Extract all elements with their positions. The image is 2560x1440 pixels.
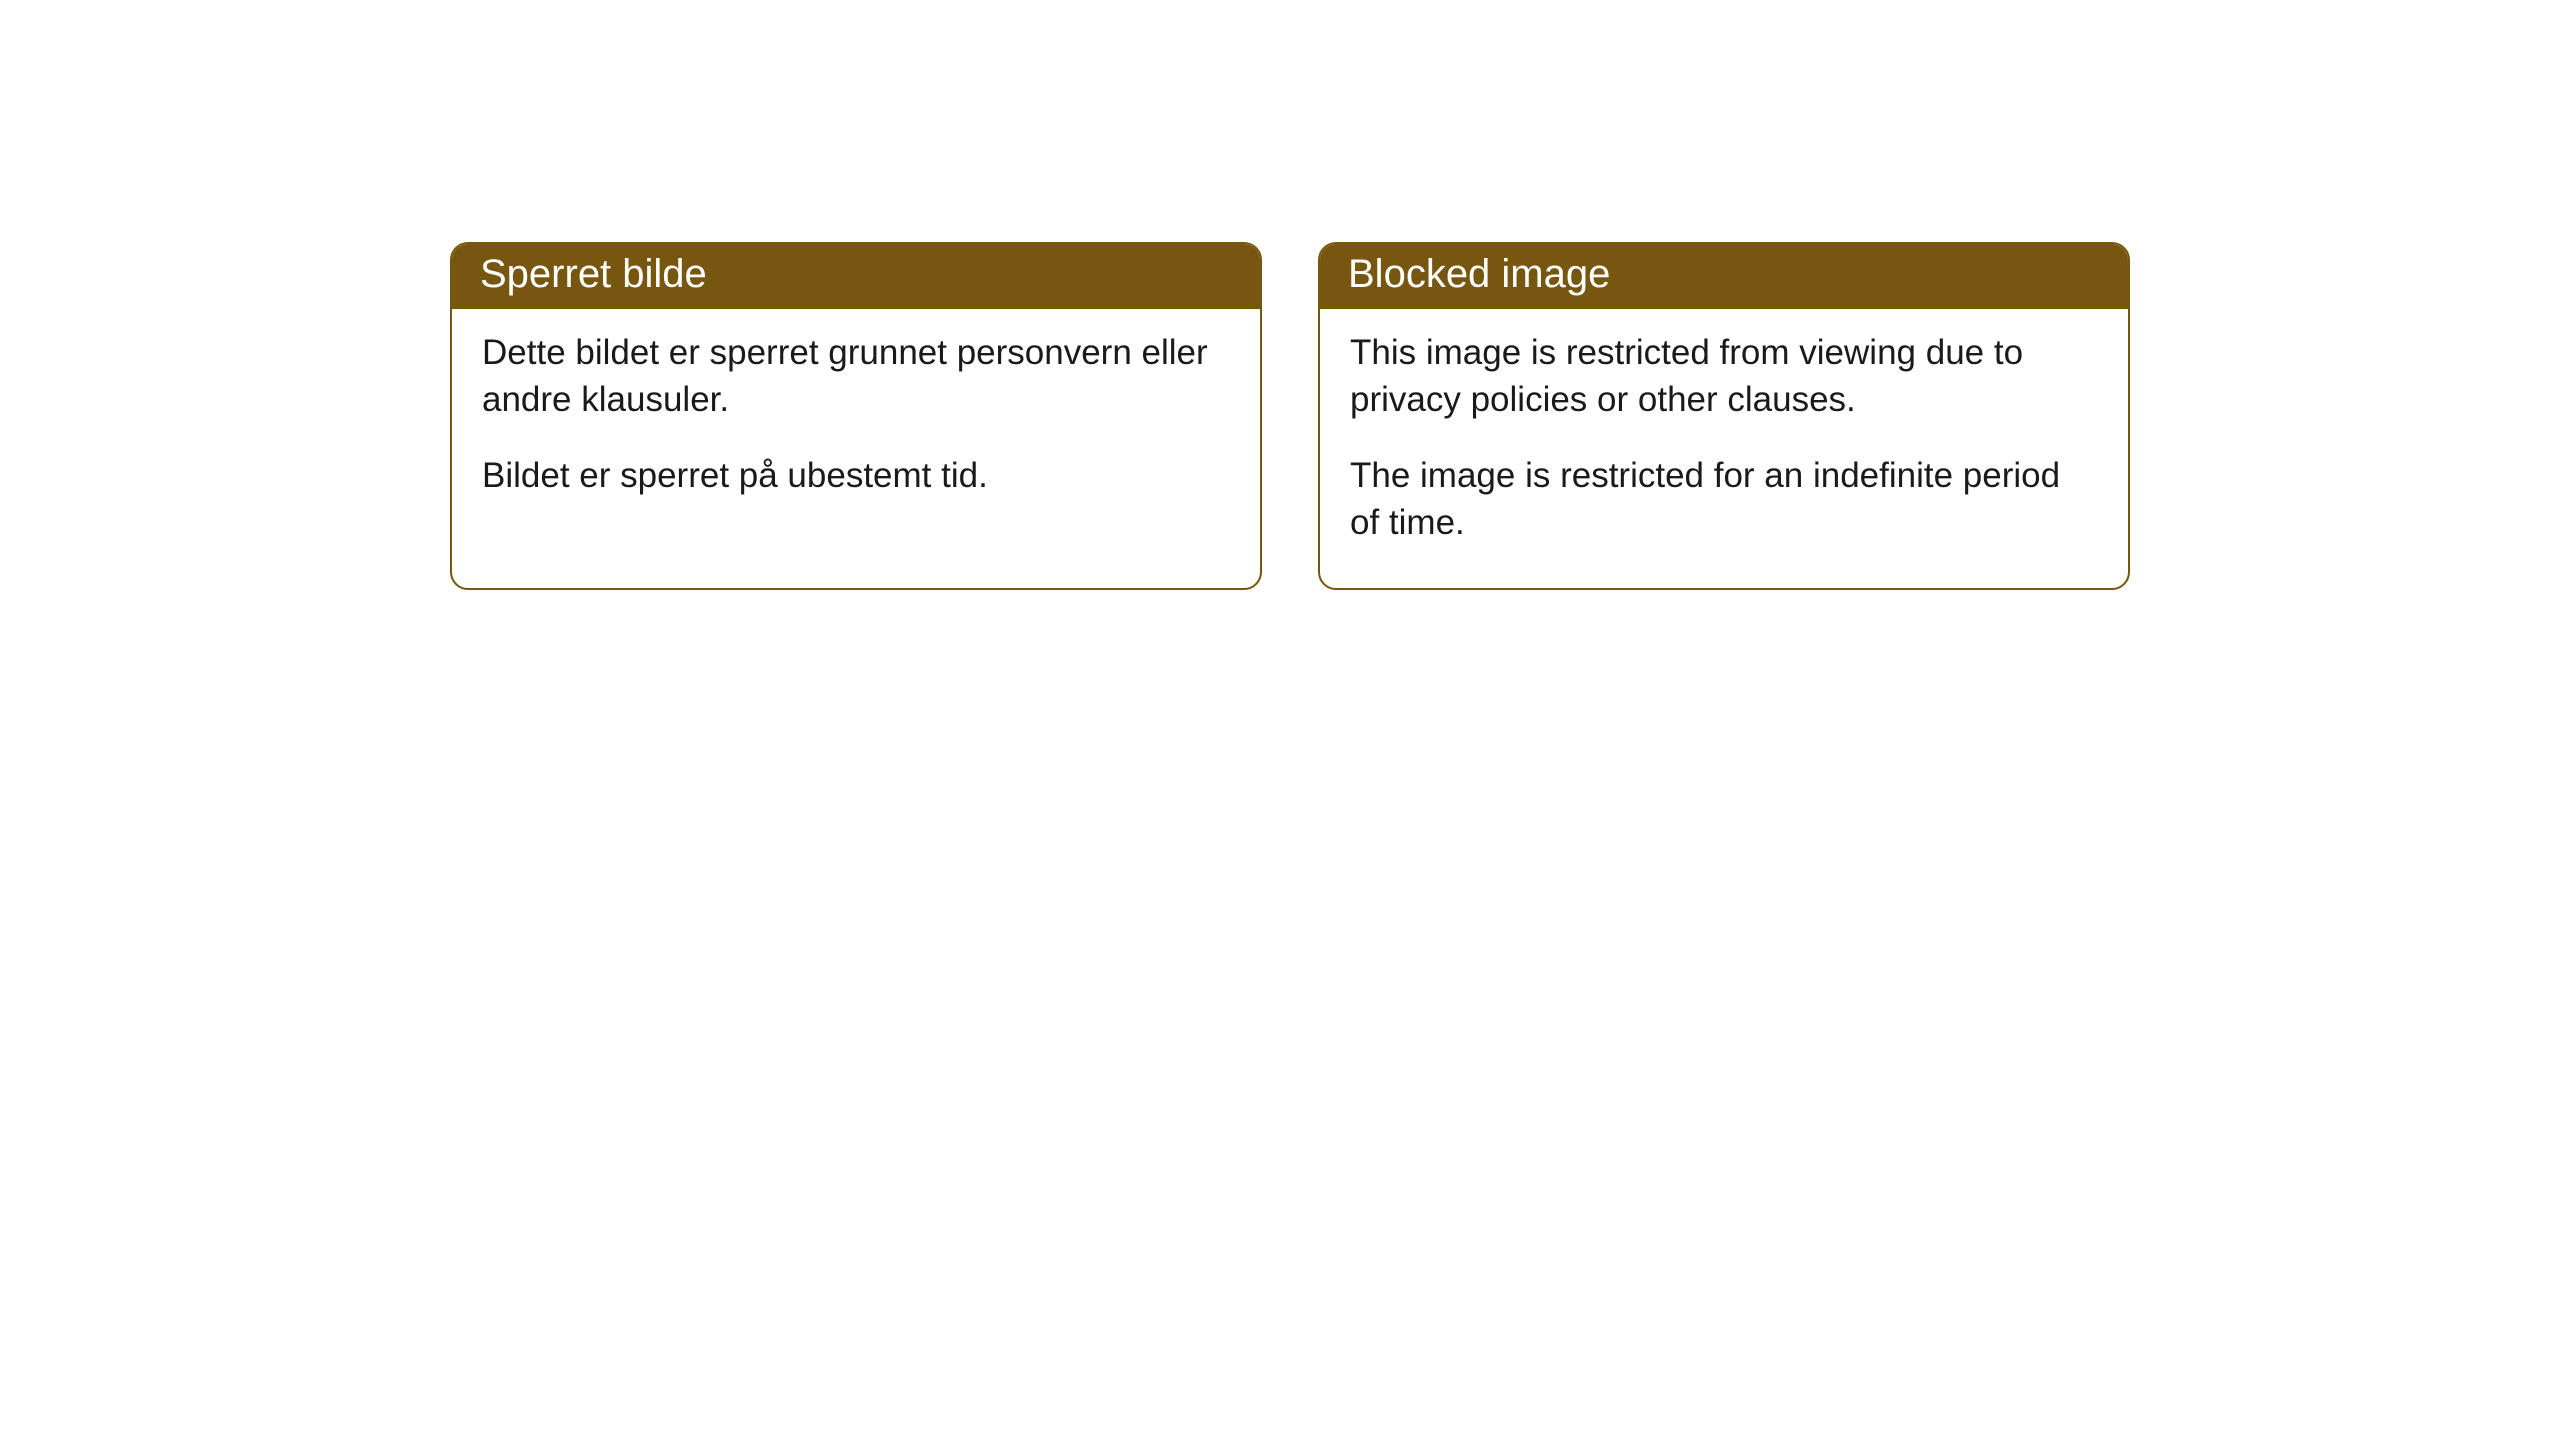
card-text-english-2: The image is restricted for an indefinit…	[1350, 452, 2098, 547]
cards-container: Sperret bilde Dette bildet er sperret gr…	[450, 242, 2560, 590]
card-norwegian: Sperret bilde Dette bildet er sperret gr…	[450, 242, 1262, 590]
card-text-norwegian-2: Bildet er sperret på ubestemt tid.	[482, 452, 1230, 499]
card-body-english: This image is restricted from viewing du…	[1320, 309, 2128, 588]
card-body-norwegian: Dette bildet er sperret grunnet personve…	[452, 309, 1260, 541]
card-header-norwegian: Sperret bilde	[452, 244, 1260, 309]
card-english: Blocked image This image is restricted f…	[1318, 242, 2130, 590]
card-text-norwegian-1: Dette bildet er sperret grunnet personve…	[482, 329, 1230, 424]
card-text-english-1: This image is restricted from viewing du…	[1350, 329, 2098, 424]
card-header-english: Blocked image	[1320, 244, 2128, 309]
